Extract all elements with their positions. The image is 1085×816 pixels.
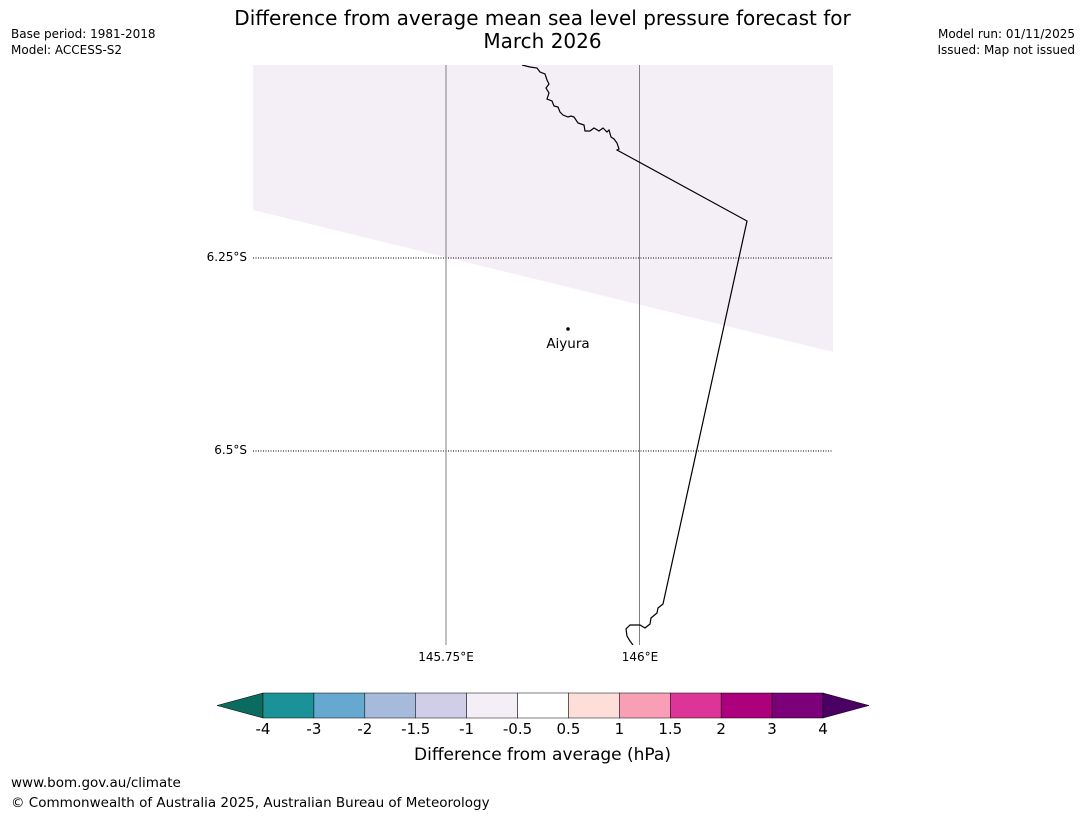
coastline-boundary [521,65,748,645]
model-text: Model: ACCESS-S2 [11,43,123,57]
lon-label-146: 146°E [621,650,659,664]
colorbar-tick-label: -0.5 [502,720,533,738]
colorbar-tick-label: 1.5 [658,720,683,738]
page-title: Difference from average mean sea level p… [0,7,1085,53]
colorbar-tick-label: -3 [306,720,322,738]
aiyura-marker [566,327,570,331]
lat-label-6-5: 6.5°S [214,443,247,457]
colorbar-tick-label: 4 [818,720,828,738]
colorbar-tick-label: 1 [614,720,625,738]
colorbar-tick-label: -1 [459,720,475,738]
shaded-pressure-region [253,65,833,352]
colorbar-tick-label: -4 [255,720,271,738]
lat-label-6-25: 6.25°S [206,250,247,264]
lon-label-145-75: 145.75°E [418,650,474,664]
base-period-text: Base period: 1981-2018 [11,27,156,41]
colorbar-tick-label: 2 [716,720,726,738]
model-run-text: Model run: 01/11/2025 [937,27,1075,41]
colorbar-tick-label: -1.5 [401,720,431,738]
colorbar-tick-label: 3 [767,720,777,738]
title-line-1: Difference from average mean sea level p… [234,6,851,30]
issued-text: Issued: Map not issued [937,43,1075,57]
colorbar-tick-label: 0.5 [556,720,581,738]
footer-copyright: © Commonwealth of Australia 2025, Austra… [11,795,490,811]
colorbar-title: Difference from average (hPa) [414,745,671,765]
title-line-2: March 2026 [483,29,602,53]
footer-url: www.bom.gov.au/climate [11,775,181,791]
colorbar-tick-label: -2 [357,720,373,738]
place-label-aiyura: Aiyura [546,336,590,352]
